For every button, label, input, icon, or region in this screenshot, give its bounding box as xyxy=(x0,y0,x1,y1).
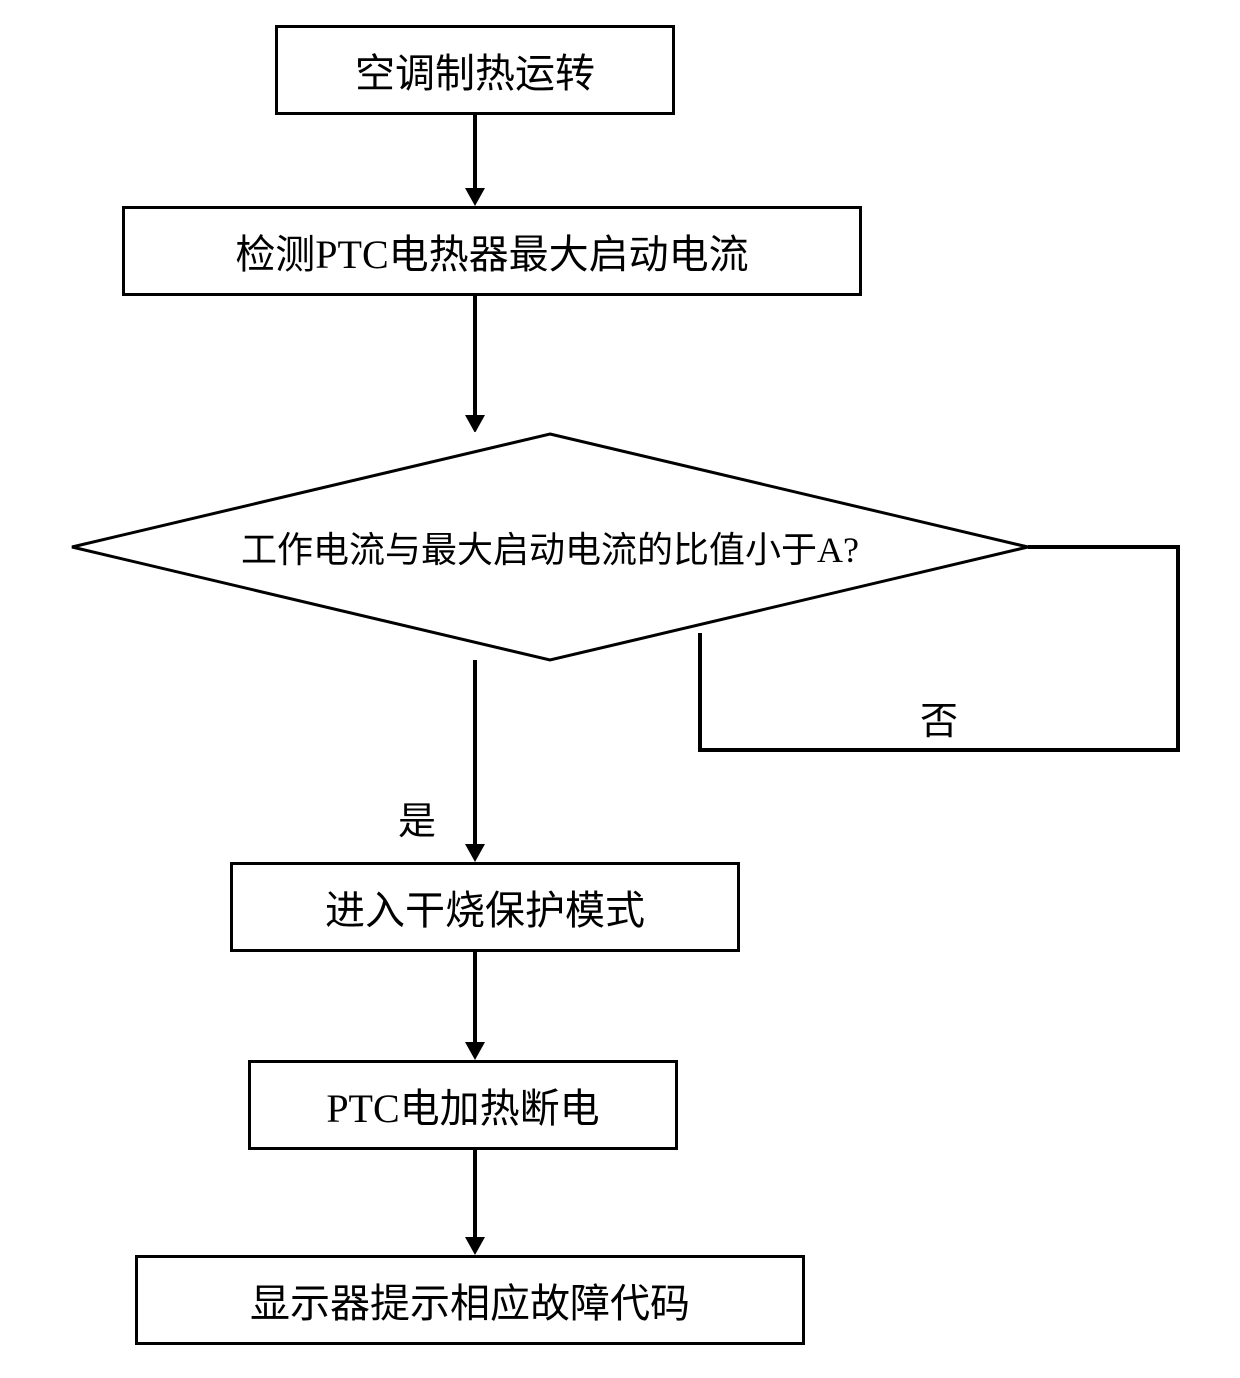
step1-text: 空调制热运转 xyxy=(355,41,595,99)
step3-box: 进入干烧保护模式 xyxy=(230,862,740,952)
yes-label: 是 xyxy=(398,790,436,845)
decision-text-wrap: 工作电流与最大启动电流的比值小于A? xyxy=(241,521,859,573)
step4-box: PTC电加热断电 xyxy=(248,1060,678,1150)
arrow-1-2-head xyxy=(465,188,485,206)
step2-text: 检测PTC电热器最大启动电流 xyxy=(235,222,748,280)
no-path-h2 xyxy=(700,748,1180,752)
no-label: 否 xyxy=(920,690,958,745)
yes-path-v xyxy=(473,660,477,845)
arrow-2-decision xyxy=(473,296,477,416)
yes-path-head xyxy=(465,844,485,862)
step4-text: PTC电加热断电 xyxy=(326,1076,599,1134)
arrow-2-decision-head xyxy=(465,415,485,433)
step3-text: 进入干烧保护模式 xyxy=(325,878,645,936)
step2-box: 检测PTC电热器最大启动电流 xyxy=(122,206,862,296)
arrow-3-4 xyxy=(473,952,477,1043)
arrow-1-2 xyxy=(473,115,477,189)
step1-box: 空调制热运转 xyxy=(275,25,675,115)
no-path-v xyxy=(1176,545,1180,752)
arrow-4-5-head xyxy=(465,1237,485,1255)
step5-box: 显示器提示相应故障代码 xyxy=(135,1255,805,1345)
arrow-3-4-head xyxy=(465,1042,485,1060)
no-path-h1 xyxy=(1028,545,1180,549)
arrow-4-5 xyxy=(473,1150,477,1238)
decision-diamond: 工作电流与最大启动电流的比值小于A? xyxy=(70,432,1030,662)
step5-text: 显示器提示相应故障代码 xyxy=(250,1271,690,1329)
decision-text: 工作电流与最大启动电流的比值小于A? xyxy=(241,530,859,570)
flowchart-container: 空调制热运转 检测PTC电热器最大启动电流 工作电流与最大启动电流的比值小于A?… xyxy=(0,0,1240,1378)
no-path-v2 xyxy=(698,633,702,752)
